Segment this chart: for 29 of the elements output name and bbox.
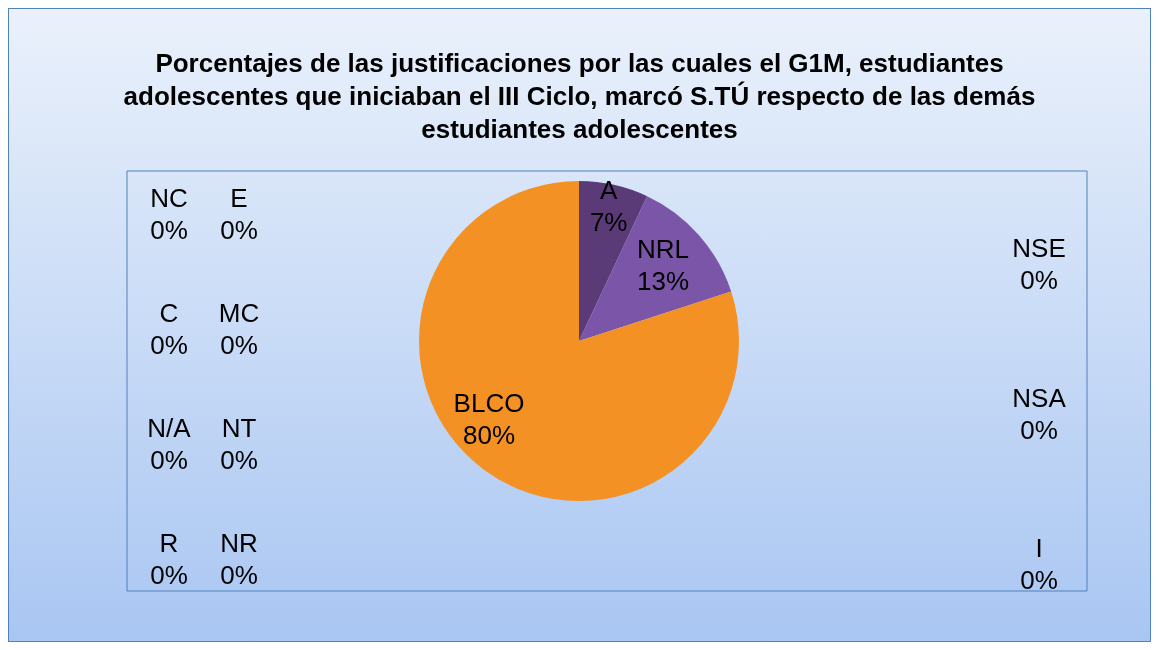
slice-label: NRL [637,234,690,265]
category-label: NR [220,528,258,559]
slice-label: A [600,175,618,206]
data-label: 7% [589,207,628,238]
category-label: NT [221,413,257,444]
text: 0% [220,215,258,246]
category-label: C [159,298,179,329]
category-label: E [230,183,248,214]
text: 0% [1020,565,1058,596]
data-label: 13% [636,266,690,297]
text: 0% [150,330,188,361]
chart-title: Porcentajes de las justificaciones por las cuales el G1M, estudiantes adolescentes que iniciaban el III Ciclo, marcó S.TÚ respecto de las demás estudiantes adolescentes [122,47,1037,146]
category-label: NSE [1012,233,1066,264]
text: 0% [220,445,258,476]
text: 0% [220,330,258,361]
slice-label: BLCO [453,388,525,419]
category-label: N/A [147,413,191,444]
category-label: NC [150,183,188,214]
category-label: R [159,528,179,559]
text: 0% [1020,265,1058,296]
data-label: 80% [462,420,516,451]
category-label: MC [218,298,260,329]
text: 0% [150,560,188,591]
category-label: NSA [1012,383,1066,414]
text: 0% [150,445,188,476]
text: 0% [220,560,258,591]
text: 0% [150,215,188,246]
category-label: I [1035,533,1043,564]
text: 0% [1020,415,1058,446]
